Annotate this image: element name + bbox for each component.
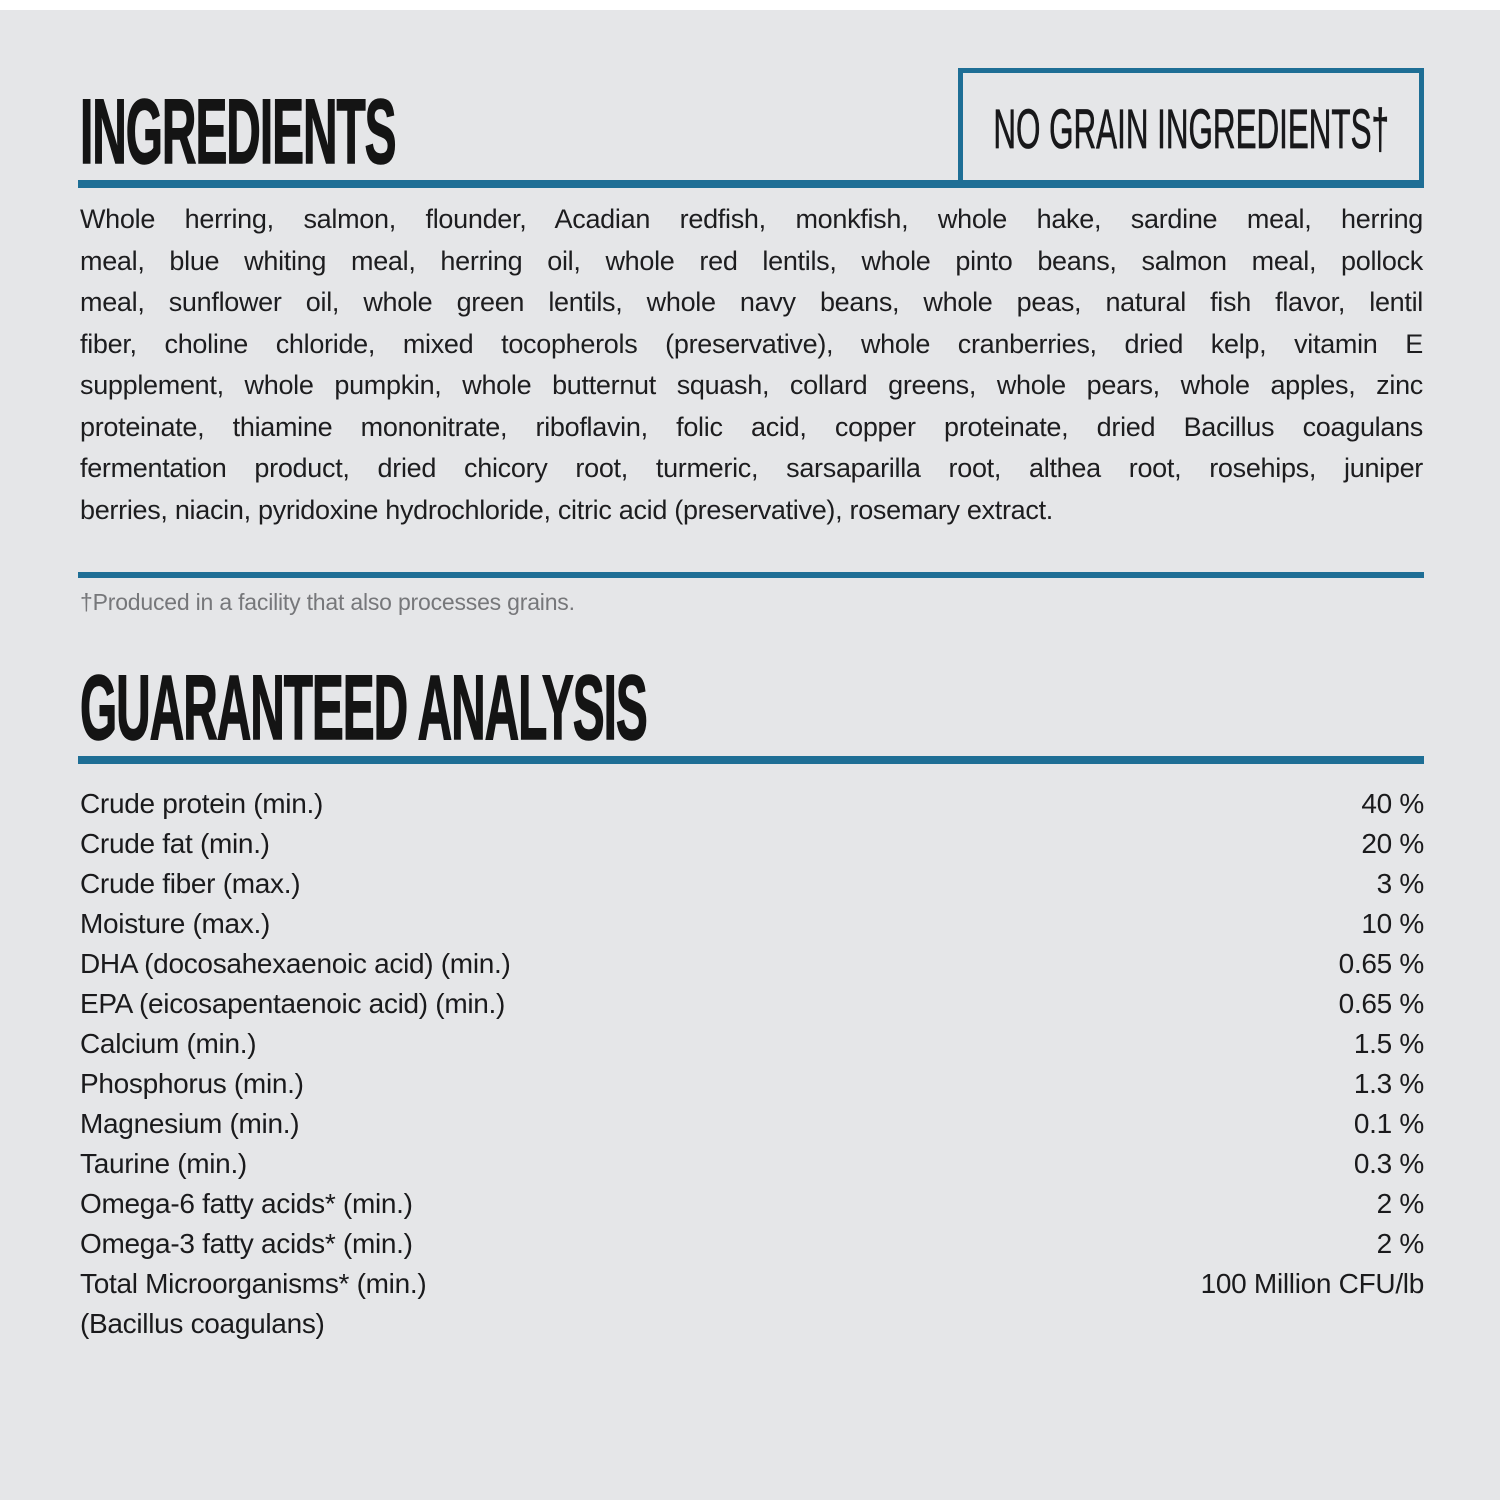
analysis-row-label: Crude fiber (max.) — [80, 868, 301, 899]
analysis-row-label: DHA (docosahexaenoic acid) (min.) — [80, 948, 511, 979]
footnote-divider-rule — [78, 572, 1424, 578]
ingredient-line: meal, blue whiting meal, herring oil, wh… — [80, 245, 1423, 276]
top-white-strip — [0, 0, 1500, 10]
analysis-divider-rule — [78, 756, 1424, 764]
ingredient-line: supplement, whole pumpkin, whole buttern… — [80, 370, 1423, 400]
analysis-row-value: 0.65 % — [1338, 988, 1425, 1019]
analysis-row-label: Magnesium (min.) — [80, 1108, 300, 1139]
no-grain-badge: NO GRAIN INGREDIENTS† — [958, 68, 1424, 188]
analysis-row-label: Moisture (max.) — [80, 908, 270, 939]
ingredient-line: fermentation product, dried chicory root… — [80, 453, 1423, 483]
analysis-row: Calcium (min.) 1.5 % — [80, 1024, 1424, 1064]
analysis-row-label: Crude fat (min.) — [80, 828, 270, 859]
analysis-row: Omega-6 fatty acids* (min.) 2 % — [80, 1184, 1424, 1224]
analysis-row-value: 100 Million CFU/lb — [1200, 1268, 1425, 1299]
analysis-row-label: (Bacillus coagulans) — [80, 1308, 325, 1339]
analysis-row-label: Omega-3 fatty acids* (min.) — [80, 1228, 413, 1259]
analysis-row-label: Crude protein (min.) — [80, 788, 323, 819]
analysis-row-label: Omega-6 fatty acids* (min.) — [80, 1188, 413, 1219]
ingredients-section-title: INGREDIENTS — [80, 81, 397, 183]
analysis-row: (Bacillus coagulans) — [80, 1304, 1424, 1344]
analysis-row-label: Calcium (min.) — [80, 1028, 257, 1059]
analysis-row-value: 1.3 % — [1353, 1068, 1424, 1099]
analysis-row-value: 40 % — [1361, 788, 1424, 819]
analysis-row: Taurine (min.) 0.3 % — [80, 1144, 1424, 1184]
analysis-row-label: EPA (eicosapentaenoic acid) (min.) — [80, 988, 506, 1019]
analysis-row-value: 0.3 % — [1353, 1148, 1424, 1179]
analysis-row: DHA (docosahexaenoic acid) (min.) 0.65 % — [80, 944, 1424, 984]
analysis-row-value: 2 % — [1376, 1188, 1425, 1219]
analysis-row-value: 0.1 % — [1353, 1108, 1424, 1139]
analysis-row: Crude protein (min.) 40 % — [80, 784, 1424, 824]
guaranteed-analysis-section-title: GUARANTEED ANALYSIS — [80, 657, 649, 759]
analysis-row-value: 20 % — [1361, 828, 1424, 859]
analysis-row-label: Taurine (min.) — [80, 1148, 247, 1179]
grain-facility-footnote: †Produced in a facility that also proces… — [80, 589, 575, 615]
analysis-row: Crude fiber (max.) 3 % — [80, 864, 1424, 904]
ingredients-divider-rule — [78, 180, 1424, 188]
analysis-row-value: 0.65 % — [1338, 948, 1425, 979]
no-grain-badge-label: NO GRAIN INGREDIENTS† — [993, 96, 1389, 160]
guaranteed-analysis-table: Crude protein (min.) 40 % Crude fat (min… — [80, 784, 1424, 1344]
analysis-row: Magnesium (min.) 0.1 % — [80, 1104, 1424, 1144]
analysis-row: EPA (eicosapentaenoic acid) (min.) 0.65 … — [80, 984, 1424, 1024]
ingredients-paragraph: Whole herring, salmon, flounder, Acadian… — [80, 199, 1423, 531]
ingredient-line: proteinate, thiamine mononitrate, ribofl… — [80, 411, 1423, 442]
analysis-row: Phosphorus (min.) 1.3 % — [80, 1064, 1424, 1104]
analysis-row-value: 3 % — [1376, 868, 1425, 899]
analysis-row-value: 1.5 % — [1353, 1028, 1424, 1059]
analysis-row: Moisture (max.) 10 % — [80, 904, 1424, 944]
ingredient-line: Whole herring, salmon, flounder, Acadian… — [80, 204, 1423, 234]
ingredient-line: berries, niacin, pyridoxine hydrochlorid… — [80, 494, 1053, 525]
analysis-row: Crude fat (min.) 20 % — [80, 824, 1424, 864]
ingredient-line: fiber, choline chloride, mixed tocophero… — [80, 328, 1423, 359]
analysis-row-value: 10 % — [1361, 908, 1424, 939]
analysis-row-value: 2 % — [1376, 1228, 1425, 1259]
ingredient-line: meal, sunflower oil, whole green lentils… — [80, 287, 1423, 317]
analysis-row-label: Total Microorganisms* (min.) — [80, 1268, 427, 1299]
analysis-row: Total Microorganisms* (min.) 100 Million… — [80, 1264, 1424, 1304]
analysis-row-label: Phosphorus (min.) — [80, 1068, 304, 1099]
analysis-row: Omega-3 fatty acids* (min.) 2 % — [80, 1224, 1424, 1264]
